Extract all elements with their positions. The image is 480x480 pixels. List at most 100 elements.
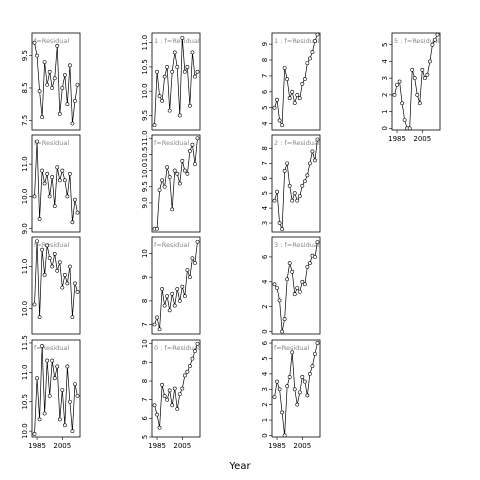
y-tick-label: 9.5 [141,181,149,192]
y-tick-label: 8 [141,379,149,383]
data-point [282,66,287,70]
data-point [170,291,175,296]
data-point [47,69,52,74]
data-point [302,379,307,384]
data-point [70,429,75,434]
data-point [292,292,297,297]
data-point [422,76,427,81]
panel-frame [271,32,321,131]
data-point [187,364,192,369]
data-point [155,315,159,320]
data-point [55,268,60,273]
data-point [193,261,197,265]
data-point [275,286,279,290]
data-point [57,111,62,116]
y-tick-label: 9.5 [141,110,149,121]
series-line [154,37,198,126]
data-point [313,39,317,43]
data-point [40,115,45,119]
data-point [190,50,195,55]
data-point [172,303,177,308]
data-point [155,226,159,231]
y-tick-label: 7.5 [21,115,29,126]
data-point [290,350,295,355]
data-point [313,158,317,163]
x-tick-label: 2005 [53,442,71,450]
data-point [175,65,180,69]
series-line [34,141,78,223]
data-point [40,168,45,173]
data-point [37,89,42,94]
panel-frame [31,236,81,335]
data-point [57,260,62,265]
y-tick-label: 11.0 [21,259,29,275]
data-point [300,183,305,188]
data-point [37,217,42,221]
strip-label: f=Residual [154,139,189,147]
strip-label: f=Residual [34,241,69,249]
data-point [392,92,397,97]
data-point [297,289,302,294]
x-tick-label: 2005 [293,442,311,450]
data-point [160,99,165,103]
data-point [295,402,300,407]
data-point [152,322,157,327]
data-point [177,298,182,303]
y-tick-label: 9.0 [21,223,29,234]
y-tick-label: 4 [381,59,389,64]
y-tick-label: 2 [261,304,269,308]
y-tick-label: 6 [261,340,269,345]
y-tick-label: 8.5 [21,82,29,93]
data-point [42,181,47,186]
data-point [37,315,42,320]
data-point [282,433,287,438]
data-point [152,403,157,408]
data-point [280,227,285,231]
y-tick-label: 10.5 [141,147,149,163]
data-point [32,302,37,307]
data-point [190,256,195,261]
data-point [75,393,80,398]
data-point [295,286,300,290]
data-point [32,194,37,199]
data-point [50,175,55,179]
data-point [60,388,65,392]
data-point [310,364,315,369]
y-tick-label: 5 [261,106,269,110]
series-line [34,241,78,318]
data-point [167,388,172,393]
data-point [193,349,197,354]
strip-label: 0 : f=Residual [154,344,200,352]
data-point [305,264,310,269]
y-tick-label: 3 [261,221,269,225]
y-tick-label: 5 [261,356,269,360]
data-point [73,197,77,202]
data-point [177,392,182,396]
y-tick-label: 9.0 [141,197,149,208]
data-point [42,60,47,65]
data-point [62,178,67,183]
data-point [62,423,67,428]
data-point [70,220,75,225]
series-line [34,42,78,124]
y-tick-label: 1 [381,109,389,113]
data-point [282,317,287,321]
y-tick-label: 10.0 [141,163,149,179]
data-point [290,89,295,94]
data-point [182,69,187,74]
data-point [305,61,310,66]
data-point [50,358,55,363]
x-axis-label: Year [228,461,251,472]
data-point [302,77,307,82]
data-point [47,256,52,260]
data-point [35,376,39,381]
y-tick-label: 11.0 [21,365,29,381]
strip-label: f=Residual [34,37,69,45]
data-point [162,394,167,398]
data-point [167,308,172,313]
y-tick-label: 7 [261,161,269,165]
x-tick-label: 1985 [388,135,406,143]
data-point [287,261,292,266]
data-point [37,417,42,422]
